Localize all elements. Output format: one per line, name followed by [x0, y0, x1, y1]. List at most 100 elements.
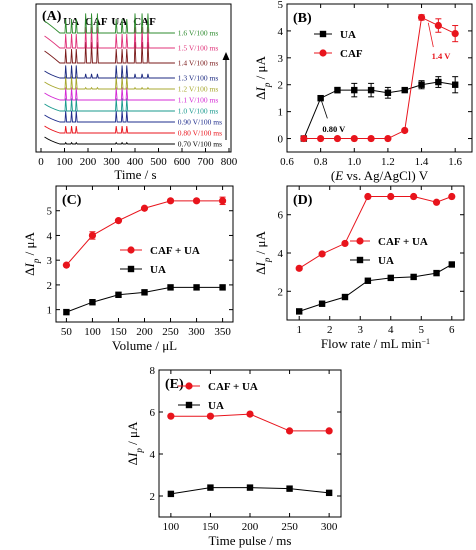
trace-label: 1.6 V/100 ms	[178, 29, 219, 38]
trace-8	[44, 26, 175, 49]
data-point-4	[387, 192, 395, 201]
data-point-1	[319, 49, 327, 57]
data-point-5	[384, 134, 392, 143]
trace-label: 0.70 V/100 ms	[178, 140, 222, 149]
x-tick-label: 2	[327, 324, 333, 336]
data-point-1	[318, 250, 326, 258]
data-point-0	[63, 308, 70, 316]
data-point-7	[417, 13, 426, 22]
legend-label-caf-ua: CAF + UA	[208, 381, 258, 393]
series-line-ua	[299, 264, 453, 312]
data-point-5	[193, 284, 200, 291]
y-axis-label: ΔIp / μA	[125, 421, 144, 465]
y-axis-label: ΔIp / μA	[22, 232, 41, 276]
y-tick-label: 4	[278, 248, 284, 260]
plot-frame	[35, 3, 232, 153]
x-tick-label: 100	[84, 326, 101, 338]
data-point-6	[219, 284, 226, 291]
data-point-3	[364, 277, 372, 284]
y-tick-label: 8	[150, 365, 156, 377]
data-point-9	[451, 29, 459, 38]
x-tick-label: 1.6	[448, 156, 462, 168]
x-tick-label: 1.4	[415, 156, 429, 168]
panel-d: 1 2 3 4 5 6 2 4 6 Flow rate / mL min−1 ΔIp / μA (D)…	[253, 185, 465, 351]
data-point-5	[384, 89, 392, 96]
data-point-1	[318, 300, 326, 307]
data-point-2	[246, 484, 254, 491]
legend-label-ua: UA	[208, 400, 224, 412]
trace-6	[44, 65, 175, 79]
data-point-4	[367, 86, 375, 94]
x-tick-label: 3	[357, 324, 363, 336]
y-tick-label: 2	[150, 491, 156, 503]
x-tick-label: 200	[80, 156, 97, 168]
series-line-ua	[303, 81, 456, 139]
panel-b: 0.6 0.8 1.0 1.2 1.4 1.6 0 1 2 3 4 5 (E vs. Ag/AgCl) …	[253, 0, 473, 183]
data-point-0	[356, 237, 364, 245]
x-axis-label: Time / s	[114, 167, 156, 182]
series-line-caf-ua	[298, 196, 452, 269]
data-point-2	[341, 239, 349, 248]
x-tick-label: 100	[56, 156, 73, 168]
legend-label-caf-ua: CAF + UA	[150, 245, 200, 257]
y-tick-label: 0	[278, 134, 284, 146]
y-tick-label: 3	[47, 255, 53, 267]
panel-c: 50 100 150 200 250 300 350 1 2 3 4 5 Volume / μL ΔIp …	[22, 185, 234, 353]
data-point-3	[140, 204, 149, 212]
data-point-4	[387, 274, 394, 282]
data-point-4	[367, 134, 375, 143]
x-tick-label: 700	[197, 156, 214, 168]
data-point-0	[295, 264, 303, 272]
data-point-6	[401, 86, 408, 94]
data-point-1	[89, 299, 96, 306]
data-point-8	[434, 21, 442, 30]
peak-label: UA	[111, 16, 127, 28]
data-point-7	[448, 192, 456, 201]
y-tick-label: 1	[278, 107, 284, 119]
trace-label: 1.1 V/100 ms	[178, 96, 219, 105]
data-point-3	[351, 86, 358, 94]
x-tick-label: 600	[174, 156, 191, 168]
y-axis-label: ΔIp / μA	[253, 56, 272, 100]
series-line-caf	[303, 16, 456, 140]
trace-1	[44, 125, 175, 134]
data-point-7	[448, 261, 455, 268]
data-point-0	[167, 490, 175, 498]
y-tick-label: 5	[278, 0, 284, 11]
x-tick-label: 0.6	[280, 156, 294, 168]
trace-9	[44, 13, 175, 34]
annotation-0-80v: 0.80 V	[322, 124, 346, 134]
legend-label-caf-ua: CAF + UA	[378, 236, 428, 248]
peak-label: CAF	[85, 16, 108, 28]
trace-4	[44, 87, 175, 101]
y-tick-label: 4	[47, 230, 53, 242]
y-tick-label: 2	[278, 80, 284, 92]
panel-e: 100 150 200 250 300 2 4 6 8 Time pulse / ms ΔIp / …	[125, 365, 342, 548]
data-point-6	[432, 198, 441, 206]
data-point-1	[127, 265, 135, 273]
trace-5	[44, 76, 175, 90]
data-point-2	[114, 217, 123, 225]
trace-3	[44, 98, 175, 112]
plot-frame	[286, 3, 473, 153]
y-tick-label: 6	[278, 210, 284, 222]
y-tick-label: 5	[47, 206, 53, 218]
peak-label: CAF	[133, 16, 156, 28]
trace-label: 1.2 V/100 ms	[178, 85, 219, 94]
legend-label-ua: UA	[340, 29, 356, 41]
x-tick-label: 50	[61, 326, 73, 338]
data-point-9	[451, 81, 459, 88]
y-tick-label: 6	[150, 407, 156, 419]
data-point-3	[364, 192, 372, 201]
x-tick-label: 500	[150, 156, 167, 168]
panel-label: (D)	[293, 193, 313, 208]
panel-label: (A)	[42, 9, 62, 24]
trace-label: 1.4 V/100 ms	[178, 59, 219, 68]
data-point-3	[350, 134, 358, 143]
data-point-0	[185, 382, 193, 390]
data-point-4	[325, 427, 333, 435]
x-tick-label: 250	[281, 521, 298, 533]
x-tick-label: 1.0	[347, 156, 361, 168]
y-tick-label: 3	[278, 53, 284, 65]
